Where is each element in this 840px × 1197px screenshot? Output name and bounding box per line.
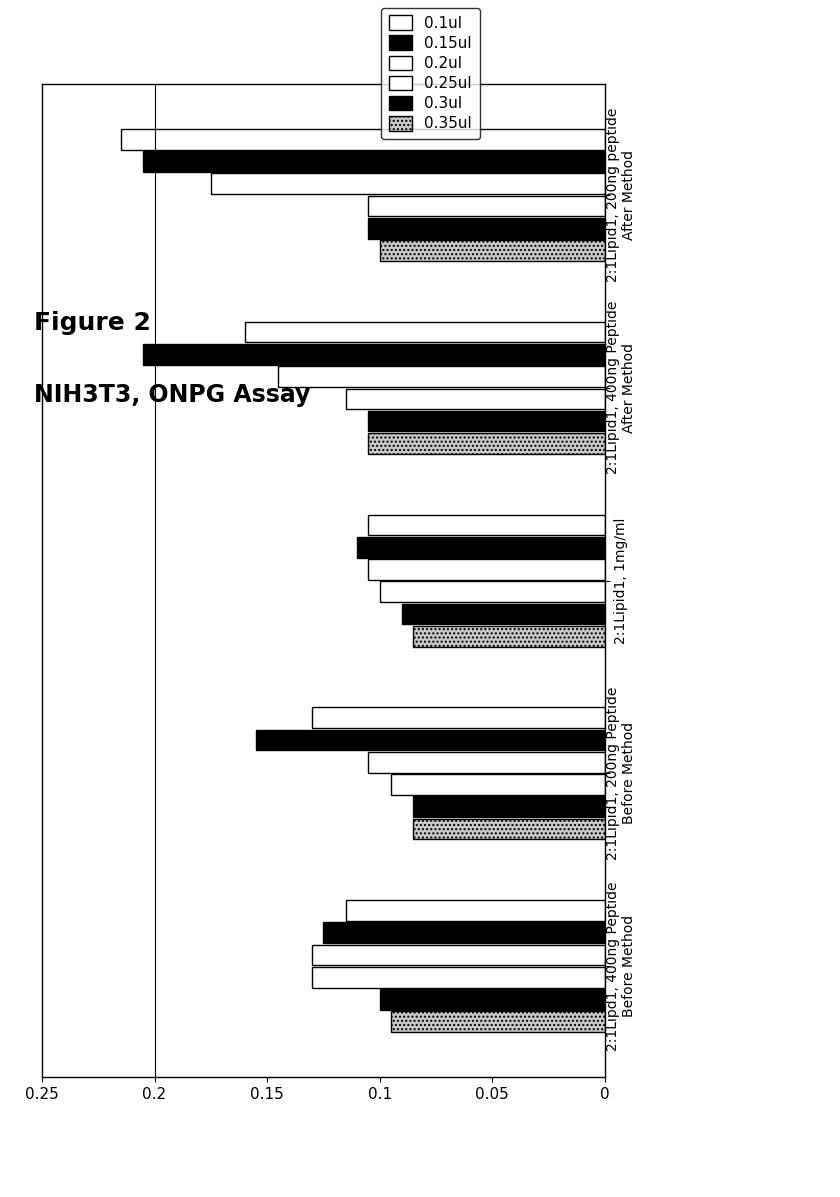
Bar: [346, 900, 605, 920]
Bar: [256, 730, 605, 751]
Text: Figure 2: Figure 2: [34, 311, 150, 335]
Bar: [121, 129, 605, 150]
Bar: [391, 774, 605, 795]
Bar: [413, 819, 605, 839]
Bar: [402, 603, 605, 625]
Bar: [357, 536, 605, 558]
Bar: [312, 944, 605, 966]
Bar: [380, 989, 605, 1010]
Bar: [211, 174, 605, 194]
Legend: 0.1ul, 0.15ul, 0.2ul, 0.25ul, 0.3ul, 0.35ul: 0.1ul, 0.15ul, 0.2ul, 0.25ul, 0.3ul, 0.3…: [381, 7, 480, 139]
Bar: [144, 151, 605, 172]
Bar: [380, 241, 605, 261]
Bar: [391, 1011, 605, 1032]
Text: NIH3T3, ONPG Assay: NIH3T3, ONPG Assay: [34, 383, 310, 407]
Bar: [369, 559, 605, 579]
Bar: [323, 923, 605, 943]
Bar: [144, 344, 605, 365]
Bar: [346, 389, 605, 409]
Bar: [413, 796, 605, 818]
Bar: [369, 515, 605, 535]
Bar: [278, 366, 605, 387]
Bar: [312, 707, 605, 728]
Bar: [369, 752, 605, 772]
Bar: [369, 411, 605, 431]
Bar: [244, 322, 605, 342]
Bar: [413, 626, 605, 646]
Bar: [312, 967, 605, 988]
Bar: [380, 582, 605, 602]
Bar: [369, 433, 605, 454]
Bar: [369, 195, 605, 217]
Bar: [369, 218, 605, 238]
